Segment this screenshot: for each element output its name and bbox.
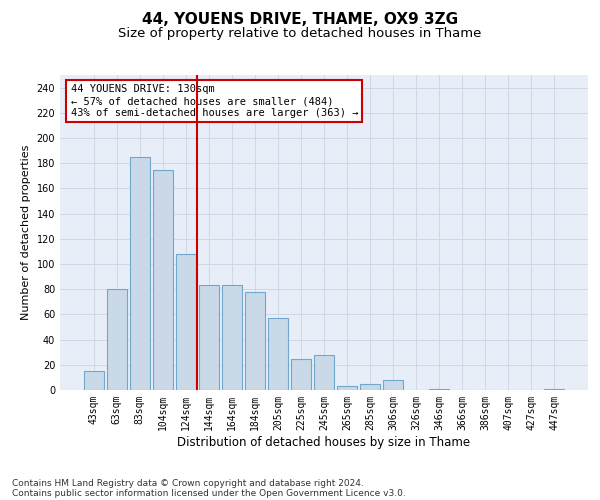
Bar xyxy=(291,358,311,390)
Text: Size of property relative to detached houses in Thame: Size of property relative to detached ho… xyxy=(118,28,482,40)
Y-axis label: Number of detached properties: Number of detached properties xyxy=(21,145,31,320)
Bar xyxy=(360,384,380,390)
Bar xyxy=(176,254,196,390)
Bar xyxy=(84,371,104,390)
Bar xyxy=(130,157,149,390)
Bar xyxy=(199,286,218,390)
Bar xyxy=(430,388,449,390)
Text: Contains public sector information licensed under the Open Government Licence v3: Contains public sector information licen… xyxy=(12,488,406,498)
Text: 44, YOUENS DRIVE, THAME, OX9 3ZG: 44, YOUENS DRIVE, THAME, OX9 3ZG xyxy=(142,12,458,28)
Bar xyxy=(107,289,127,390)
Bar xyxy=(314,354,334,390)
Bar xyxy=(245,292,265,390)
X-axis label: Distribution of detached houses by size in Thame: Distribution of detached houses by size … xyxy=(178,436,470,448)
Bar xyxy=(268,318,288,390)
Bar xyxy=(544,388,564,390)
Bar xyxy=(337,386,357,390)
Bar xyxy=(222,286,242,390)
Bar xyxy=(383,380,403,390)
Text: Contains HM Land Registry data © Crown copyright and database right 2024.: Contains HM Land Registry data © Crown c… xyxy=(12,478,364,488)
Bar xyxy=(153,170,173,390)
Text: 44 YOUENS DRIVE: 130sqm
← 57% of detached houses are smaller (484)
43% of semi-d: 44 YOUENS DRIVE: 130sqm ← 57% of detache… xyxy=(71,84,358,117)
